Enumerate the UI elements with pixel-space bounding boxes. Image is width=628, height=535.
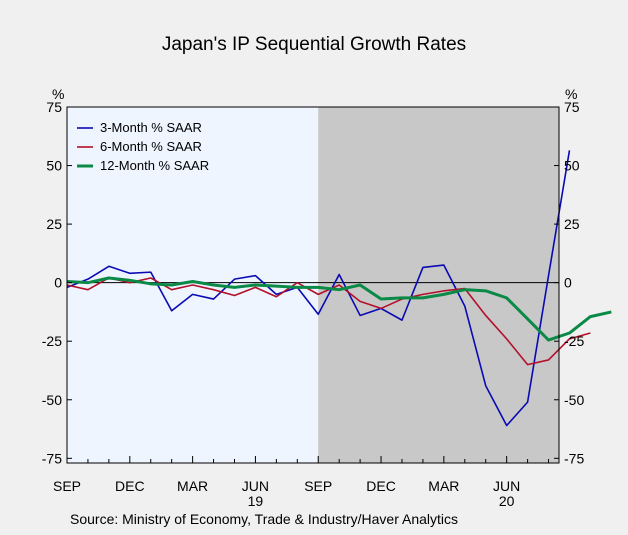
x-tick-label: SEP bbox=[304, 478, 332, 494]
x-tick-label: SEP bbox=[53, 478, 81, 494]
source-note: Source: Ministry of Economy, Trade & Ind… bbox=[70, 511, 458, 527]
right-y-axis: 75 50 25 0 -25 -50 -75 bbox=[554, 99, 584, 466]
right-tick-label: -25 bbox=[564, 333, 584, 349]
right-tick-label: -50 bbox=[564, 392, 584, 408]
left-tick-label: -25 bbox=[42, 333, 62, 349]
left-tick-label: 25 bbox=[46, 216, 62, 232]
right-tick-label: 75 bbox=[564, 99, 580, 115]
right-tick-label: 0 bbox=[564, 275, 572, 291]
left-tick-label: 0 bbox=[54, 275, 62, 291]
legend-label-2: 6-Month % SAAR bbox=[100, 139, 202, 154]
right-tick-label: -75 bbox=[564, 450, 584, 466]
x-year-label: 20 bbox=[499, 493, 515, 509]
legend-label-3: 12-Month % SAAR bbox=[100, 158, 209, 173]
x-tick-label: JUN bbox=[493, 478, 520, 494]
left-tick-label: -75 bbox=[42, 450, 62, 466]
left-tick-label: -50 bbox=[42, 392, 62, 408]
x-year-label: 19 bbox=[248, 493, 264, 509]
series-line-3 bbox=[66, 276, 612, 342]
x-tick-label: MAR bbox=[428, 478, 459, 494]
right-unit-label: % bbox=[565, 86, 577, 102]
left-unit-label: % bbox=[52, 86, 64, 102]
x-tick-label: DEC bbox=[366, 478, 396, 494]
x-tick-label: DEC bbox=[115, 478, 145, 494]
legend-label-1: 3-Month % SAAR bbox=[100, 120, 202, 135]
chart-title: Japan's IP Sequential Growth Rates bbox=[162, 34, 466, 55]
plot-frame bbox=[66, 106, 560, 464]
left-y-axis: 75 50 25 0 -25 -50 -75 bbox=[42, 99, 72, 466]
plot-area bbox=[66, 106, 612, 464]
x-tick-label: MAR bbox=[177, 478, 208, 494]
x-tick-label: JUN bbox=[242, 478, 269, 494]
right-tick-label: 50 bbox=[564, 158, 580, 174]
series-line-1 bbox=[66, 150, 571, 427]
left-tick-label: 75 bbox=[46, 99, 62, 115]
legend: 3-Month % SAAR 6-Month % SAAR 12-Month % S… bbox=[77, 120, 209, 173]
left-tick-label: 50 bbox=[46, 158, 62, 174]
right-tick-label: 25 bbox=[564, 216, 580, 232]
